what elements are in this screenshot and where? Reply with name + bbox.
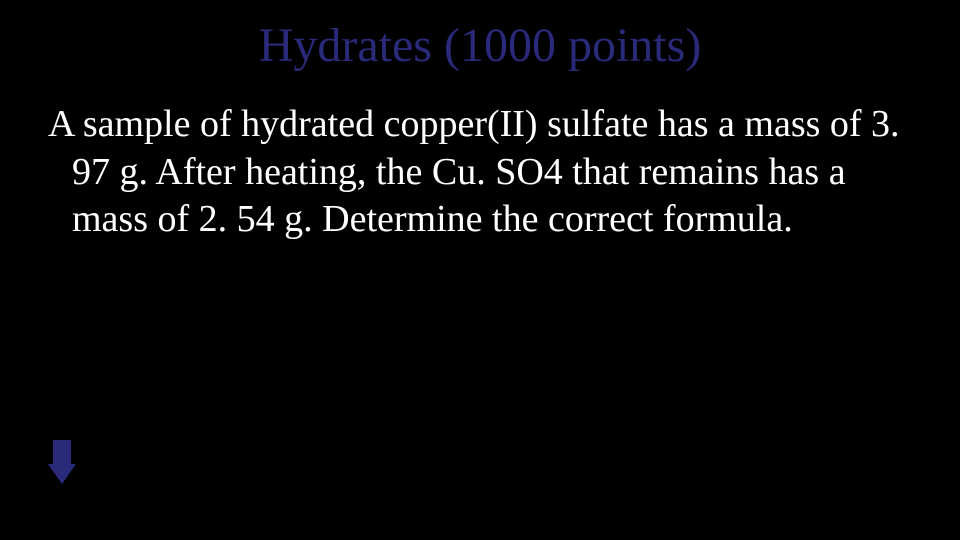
arrow-shaft [53,440,71,464]
down-arrow-icon [48,440,76,484]
slide-body-text: A sample of hydrated copper(II) sulfate … [24,73,960,244]
slide-title: Hydrates (1000 points) [0,0,960,73]
arrow-head [48,464,76,484]
